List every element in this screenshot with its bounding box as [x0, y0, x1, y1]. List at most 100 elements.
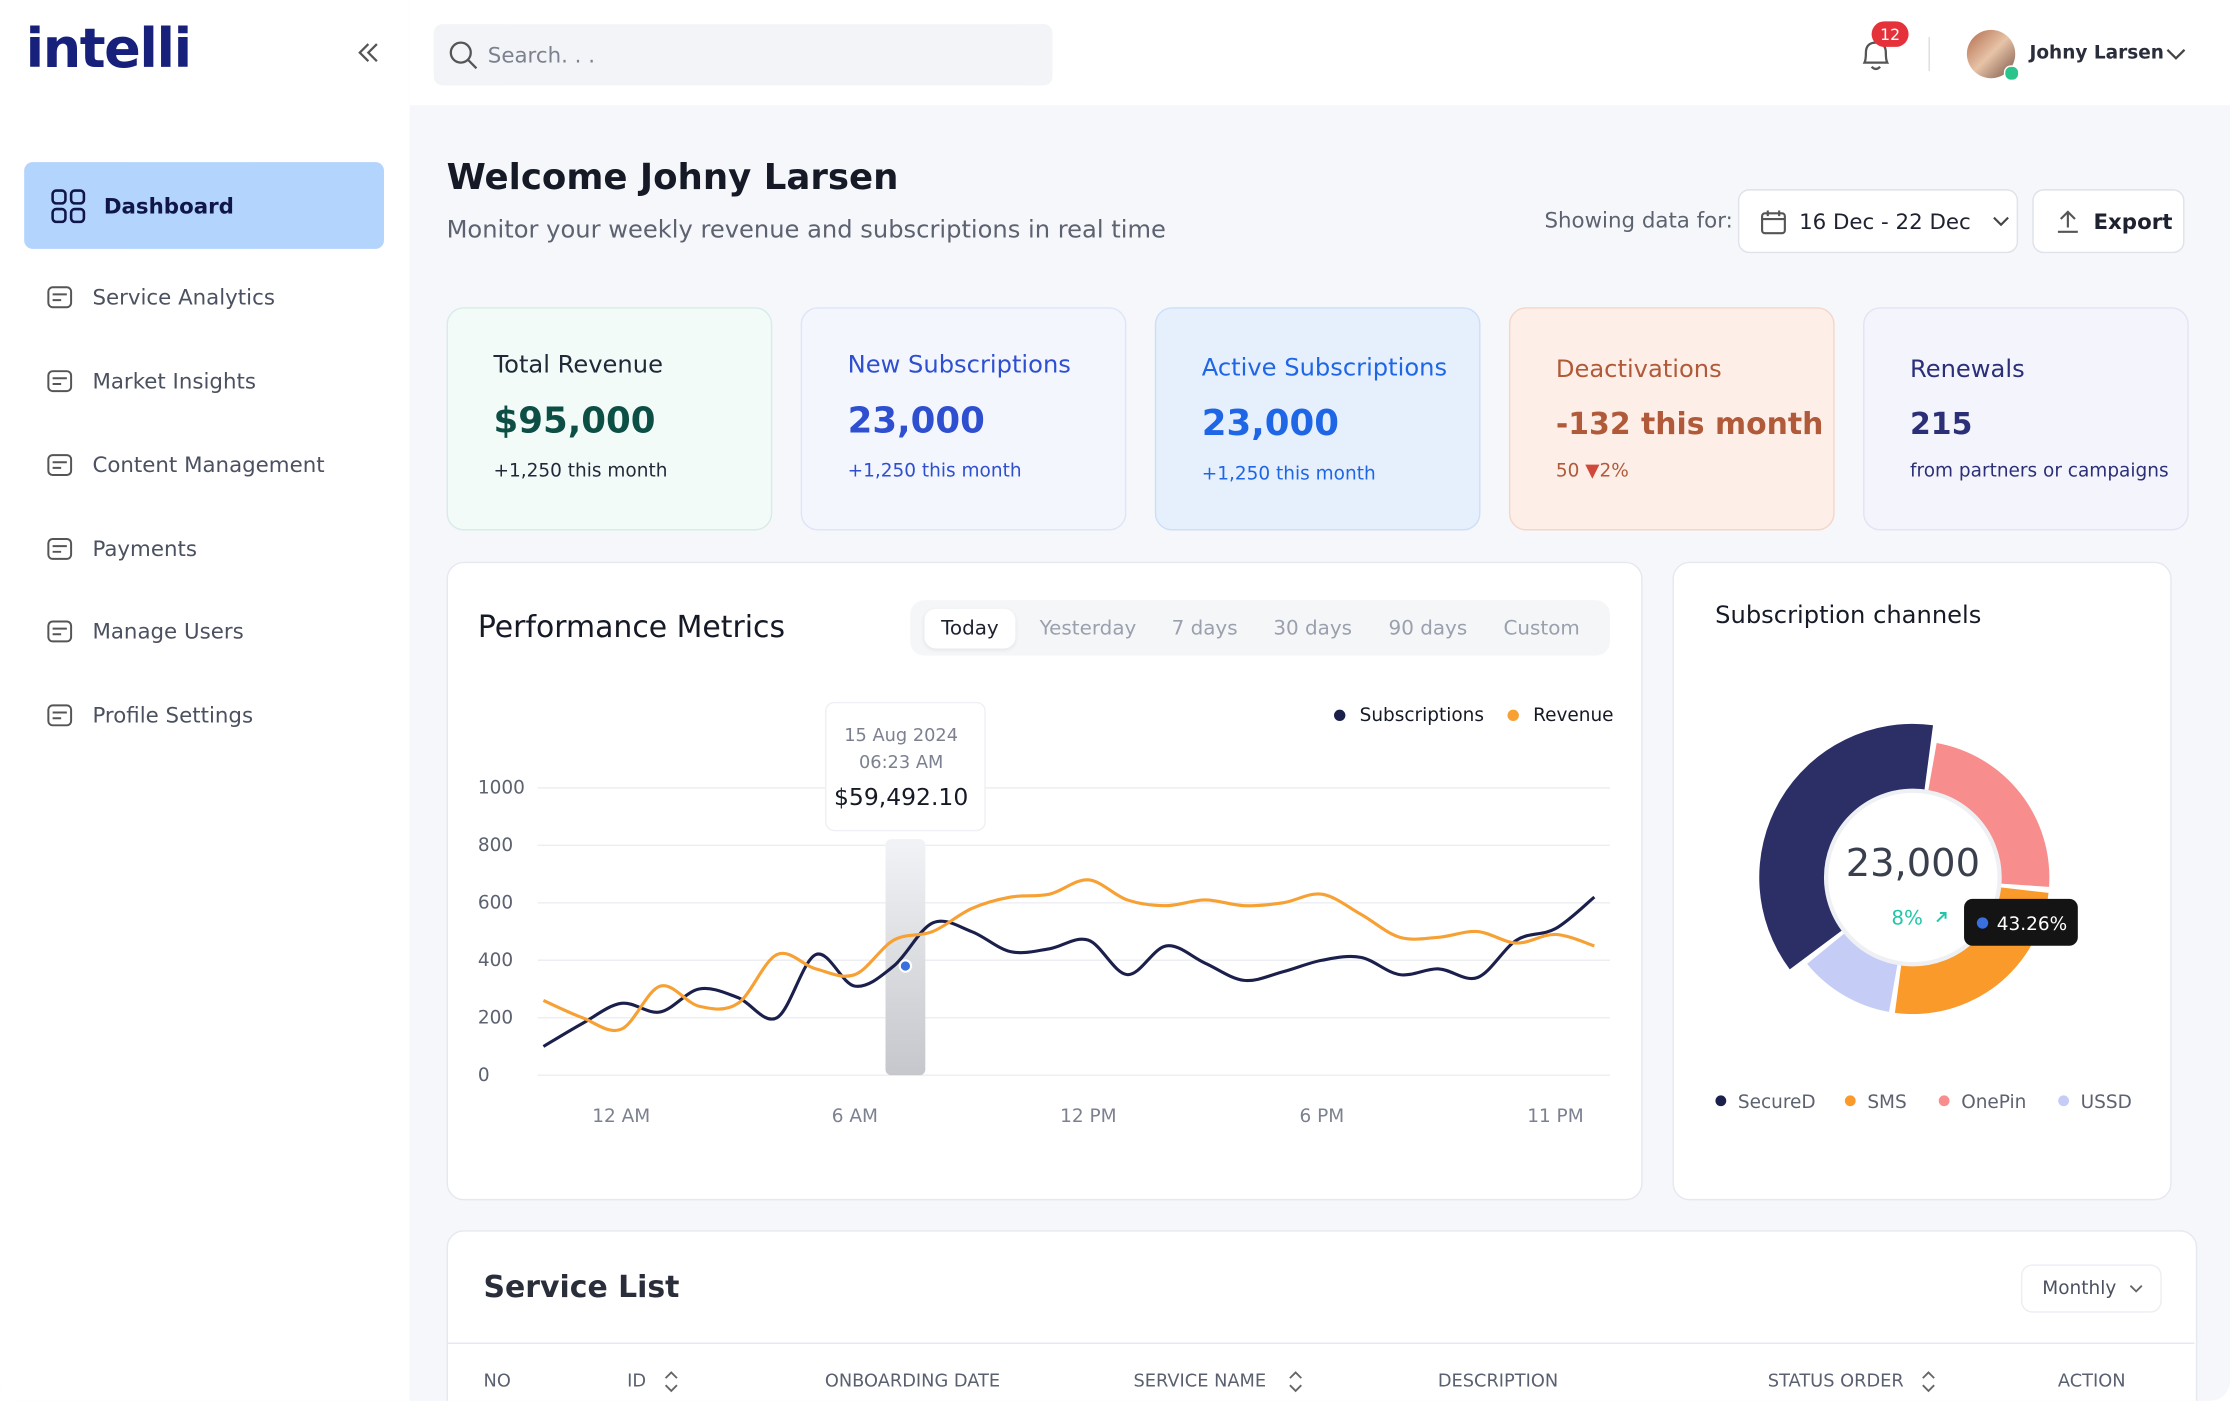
- performance-title: Performance Metrics: [477, 610, 786, 645]
- notification-badge: 12: [1871, 21, 1909, 47]
- range-pill[interactable]: Yesterday: [1039, 617, 1137, 640]
- period-filter[interactable]: Monthly: [2020, 1264, 2162, 1313]
- card-note: +1,250 this month: [1201, 463, 1376, 485]
- card-total-revenue: Total Revenue $95,000 +1,250 this month: [446, 307, 773, 531]
- column-header: ID: [627, 1369, 647, 1391]
- nav-item[interactable]: Content Management: [24, 437, 384, 494]
- logo[interactable]: intelli: [25, 17, 193, 80]
- nav-item[interactable]: Profile Settings: [24, 687, 384, 744]
- date-chevron: [1992, 216, 2009, 226]
- table-divider: [446, 1342, 2195, 1344]
- nav-item[interactable]: Service Analytics: [24, 269, 384, 326]
- online-dot: [2003, 65, 2020, 82]
- nav-icon: [47, 454, 73, 477]
- range-pill[interactable]: 30 days: [1273, 617, 1353, 640]
- card-note: from partners or campaigns: [1910, 460, 2169, 483]
- export-label: Export: [2093, 208, 2173, 234]
- export-button[interactable]: Export: [2032, 189, 2185, 254]
- collapse-icon[interactable]: [356, 41, 382, 64]
- card-note: +1,250 this month: [847, 460, 1022, 483]
- icon-part: [51, 207, 67, 223]
- icon-part: [52, 377, 67, 385]
- nav-icon: [47, 620, 73, 643]
- nav-label: Payments: [92, 536, 197, 562]
- icon-part: [52, 545, 67, 553]
- card-value: $95,000: [493, 399, 656, 441]
- card-value: 23,000: [1201, 402, 1339, 444]
- nav-label: Service Analytics: [92, 284, 275, 311]
- icon-part: [47, 286, 73, 309]
- nav-label: Profile Settings: [92, 702, 254, 729]
- period-label: Monthly: [2042, 1277, 2117, 1300]
- icon-part: [69, 207, 86, 223]
- range-pill[interactable]: Custom: [1503, 617, 1580, 640]
- calendar-icon: [1761, 209, 1786, 234]
- column-header: ONBOARDING DATE: [824, 1369, 1001, 1391]
- search-icon: [449, 40, 478, 69]
- nav-item[interactable]: Dashboard: [24, 162, 384, 249]
- range-pill[interactable]: Today: [924, 608, 1016, 649]
- card-value: -132 this month: [1555, 406, 1824, 441]
- column-header: STATUS ORDER: [1767, 1369, 1904, 1391]
- period-chevron: [2129, 1285, 2143, 1293]
- icon-part: [52, 461, 67, 469]
- card-title: Total Revenue: [493, 351, 663, 380]
- card-note: +1,250 this month: [493, 460, 668, 483]
- nav-item[interactable]: Payments: [24, 521, 384, 578]
- nav-item[interactable]: Manage Users: [24, 603, 384, 660]
- service-list-panel: [446, 1230, 2198, 1401]
- range-pill[interactable]: 7 days: [1171, 617, 1238, 640]
- nav-icon: [51, 188, 86, 223]
- welcome-subtitle: Monitor your weekly revenue and subscrip…: [446, 216, 1166, 245]
- down-arrow: ▼: [1585, 460, 1600, 483]
- range-pill[interactable]: 90 days: [1388, 617, 1468, 640]
- nav-icon: [47, 538, 73, 560]
- nav-label: Market Insights: [92, 368, 256, 394]
- range-tabs: [910, 600, 1610, 656]
- welcome-title: Welcome Johny Larsen: [446, 156, 899, 198]
- icon-part: [69, 188, 86, 204]
- service-list-title: Service List: [483, 1270, 680, 1305]
- card-note: 50: [1555, 460, 1580, 483]
- nav-item[interactable]: Market Insights: [24, 353, 384, 410]
- icon-part: [52, 627, 67, 636]
- performance-panel: [446, 561, 1643, 1201]
- icon-part: [47, 704, 73, 727]
- card-active-subscriptions: Active Subscriptions 23,000 +1,250 this …: [1154, 307, 1481, 531]
- search-box[interactable]: Search. . .: [433, 24, 1053, 86]
- card-title: Active Subscriptions: [1201, 354, 1448, 383]
- nav-label: Content Management: [92, 452, 325, 478]
- card-title: New Subscriptions: [847, 351, 1071, 380]
- nav-icon: [47, 370, 73, 393]
- channels-panel: [1672, 561, 2172, 1201]
- nav-label: Dashboard: [103, 192, 234, 219]
- user-name[interactable]: Johny Larsen: [2029, 42, 2164, 64]
- card-title: Renewals: [1910, 355, 2025, 384]
- icon-part: [47, 370, 73, 393]
- card-value: 215: [1910, 406, 1973, 441]
- icon-part: [47, 454, 73, 477]
- nav-icon: [47, 704, 73, 727]
- card-deactivations: Deactivations -132 this month 50 ▼2%: [1508, 307, 1835, 531]
- column-header: SERVICE NAME: [1133, 1369, 1267, 1391]
- card-note-row: 50 ▼2%: [1556, 461, 1833, 482]
- icon-part: [47, 620, 73, 643]
- search-placeholder: Search. . .: [487, 41, 596, 68]
- card-renewals: Renewals 215 from partners or campaigns: [1863, 307, 2189, 531]
- nav-icon: [47, 286, 73, 309]
- showing-label: Showing data for:: [1544, 207, 1733, 234]
- icon-part: [47, 538, 73, 560]
- date-picker[interactable]: 16 Dec - 22 Dec: [1737, 189, 2019, 254]
- icon-part: [52, 293, 67, 302]
- icon-part: [52, 711, 67, 720]
- date-range: 16 Dec - 22 Dec: [1799, 208, 1971, 234]
- sidebar: intelli Dashboard Service Analytics Market…: [0, 0, 410, 1401]
- column-header: NO: [483, 1369, 511, 1391]
- user-chevron[interactable]: [2165, 46, 2188, 63]
- card-value: 23,000: [847, 399, 985, 441]
- channels-title: Subscription channels: [1715, 601, 1982, 631]
- card-change: 2%: [1599, 460, 1629, 483]
